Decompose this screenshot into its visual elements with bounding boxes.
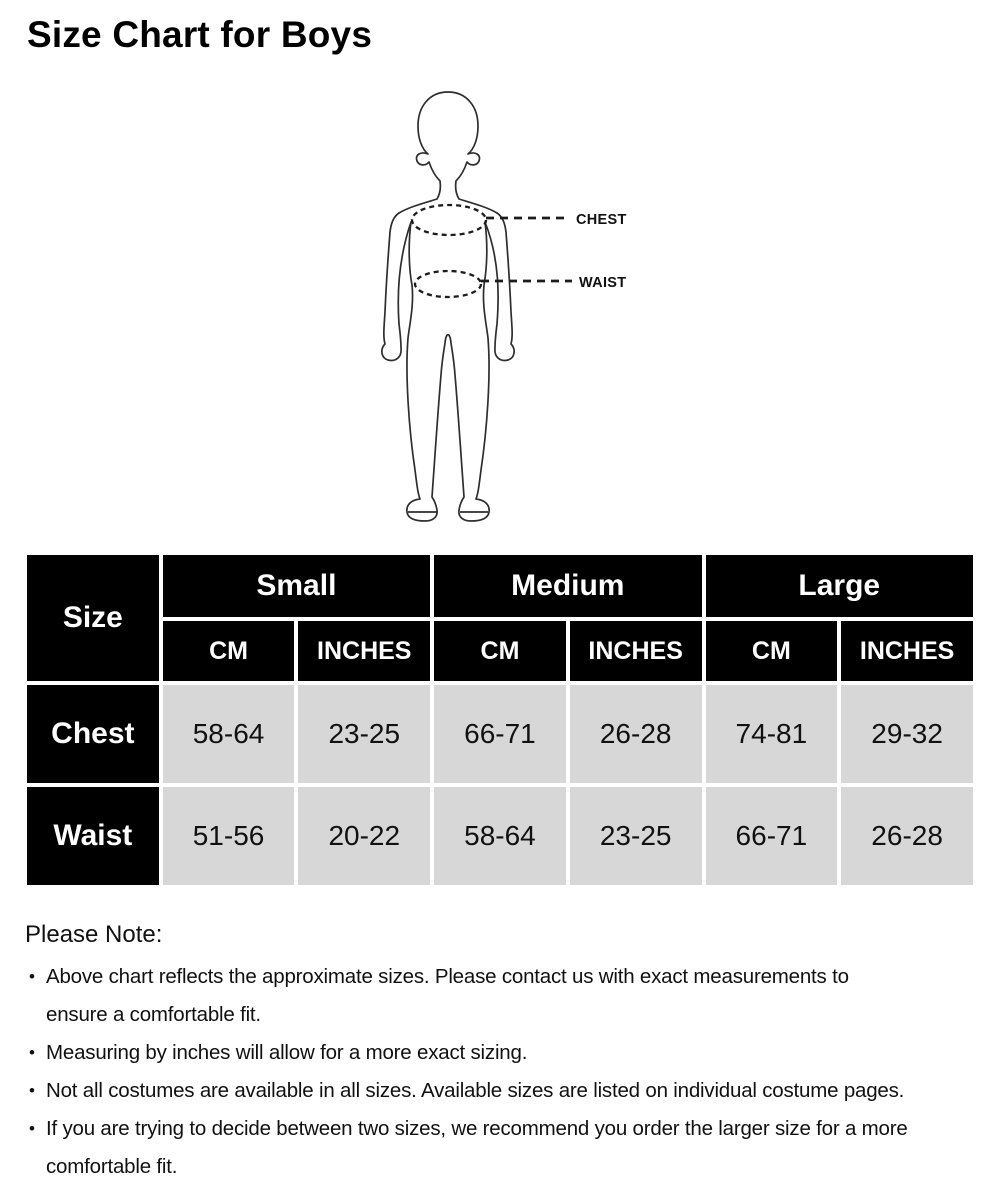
waist-medium-inches: 23-25 [569, 787, 702, 885]
unit-header-inches: INCHES [298, 621, 431, 681]
notes-list: Above chart reflects the approximate siz… [25, 958, 977, 1186]
row-header-chest: Chest [27, 685, 159, 783]
unit-header-cm: CM [705, 621, 838, 681]
table-group-header-row: Size Small Medium Large [27, 555, 973, 681]
chest-label: CHEST [576, 212, 627, 228]
note-item: Above chart reflects the approximate siz… [25, 958, 977, 1034]
table-row-waist: Waist 51-56 20-22 58-64 23-25 66-71 26-2… [27, 787, 973, 885]
notes-heading: Please Note: [25, 921, 163, 948]
chest-large-cm: 74-81 [705, 685, 838, 783]
boy-figure-outline [381, 91, 515, 522]
note-item: Not all costumes are available in all si… [25, 1072, 977, 1110]
waist-small-inches: 20-22 [298, 787, 431, 885]
group-header-large: Large [705, 555, 973, 617]
notes-section: Please Note: Above chart reflects the ap… [25, 921, 977, 1186]
unit-header-cm: CM [162, 621, 295, 681]
chest-medium-cm: 66-71 [434, 685, 566, 783]
measurement-diagram: CHEST WAIST [381, 91, 627, 522]
waist-label: WAIST [579, 275, 626, 291]
waist-measure-ellipse [413, 269, 483, 299]
chest-small-inches: 23-25 [298, 685, 431, 783]
unit-header-inches: INCHES [569, 621, 702, 681]
chest-large-inches: 29-32 [841, 685, 973, 783]
group-header-small: Small [162, 555, 431, 617]
waist-large-inches: 26-28 [841, 787, 973, 885]
table-unit-header-row: CM INCHES CM INCHES CM INCHES [27, 621, 973, 681]
unit-header-inches: INCHES [841, 621, 973, 681]
chest-medium-inches: 26-28 [569, 685, 702, 783]
chest-small-cm: 58-64 [162, 685, 295, 783]
page-title: Size Chart for Boys [27, 14, 373, 55]
chest-measure-ellipse [410, 203, 488, 237]
size-header-cell: Size [27, 555, 159, 681]
size-chart-table: Size Small Medium Large CM INCHES CM INC… [23, 551, 977, 889]
waist-small-cm: 51-56 [162, 787, 295, 885]
unit-header-cm: CM [434, 621, 566, 681]
row-header-waist: Waist [27, 787, 159, 885]
waist-large-cm: 66-71 [705, 787, 838, 885]
note-item: If you are trying to decide between two … [25, 1110, 977, 1186]
note-item: Measuring by inches will allow for a mor… [25, 1034, 977, 1072]
waist-medium-cm: 58-64 [434, 787, 566, 885]
table-row-chest: Chest 58-64 23-25 66-71 26-28 74-81 29-3… [27, 685, 973, 783]
group-header-medium: Medium [434, 555, 702, 617]
